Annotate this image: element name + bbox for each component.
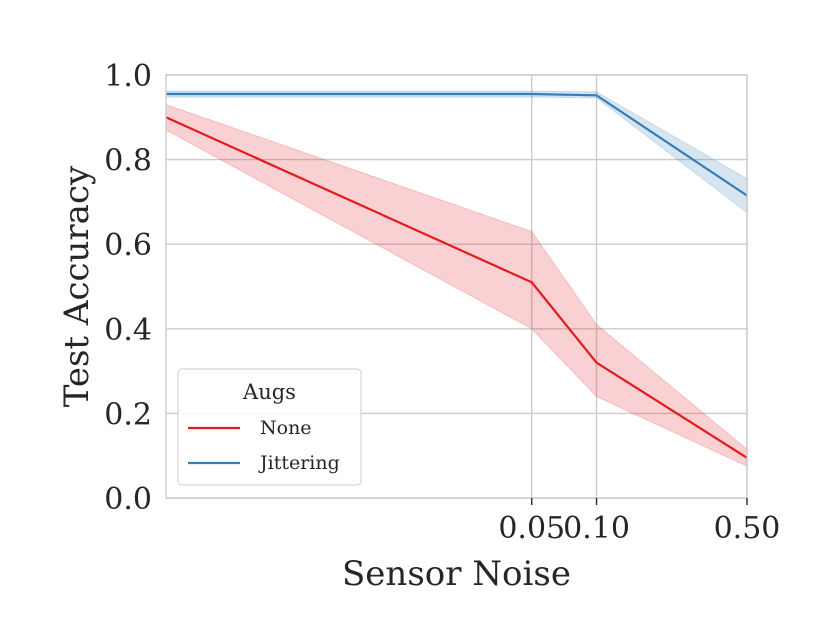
legend-items: None Jittering [188,417,340,474]
y-axis-ticks: 0.0 0.2 0.4 0.6 0.8 1.0 [104,59,152,517]
x-tick-label: 0.05 [498,511,565,546]
y-tick-label: 0.8 [104,144,152,179]
y-tick-label: 0.6 [104,228,152,263]
x-tick-label: 0.10 [563,511,630,546]
series-lines [165,92,748,459]
y-tick-label: 1.0 [104,59,152,94]
legend: Augs None Jittering [177,368,362,486]
legend-label: None [260,417,312,439]
series-line [166,92,748,197]
legend-title: Augs [242,380,296,404]
y-tick-label: 0.4 [104,313,152,348]
y-axis-label: Test Accuracy [57,165,97,407]
plot-frame [165,74,748,499]
x-tick-label: 0.50 [714,511,781,546]
y-tick-label: 0.2 [104,397,152,432]
legend-label: Jittering [258,452,340,474]
series-line [165,116,748,459]
x-axis-ticks: 0.050.10 0.50 [498,498,780,546]
legend-box [177,368,362,486]
x-axis-label: Sensor Noise [342,554,571,594]
y-tick-label: 0.0 [104,482,152,517]
